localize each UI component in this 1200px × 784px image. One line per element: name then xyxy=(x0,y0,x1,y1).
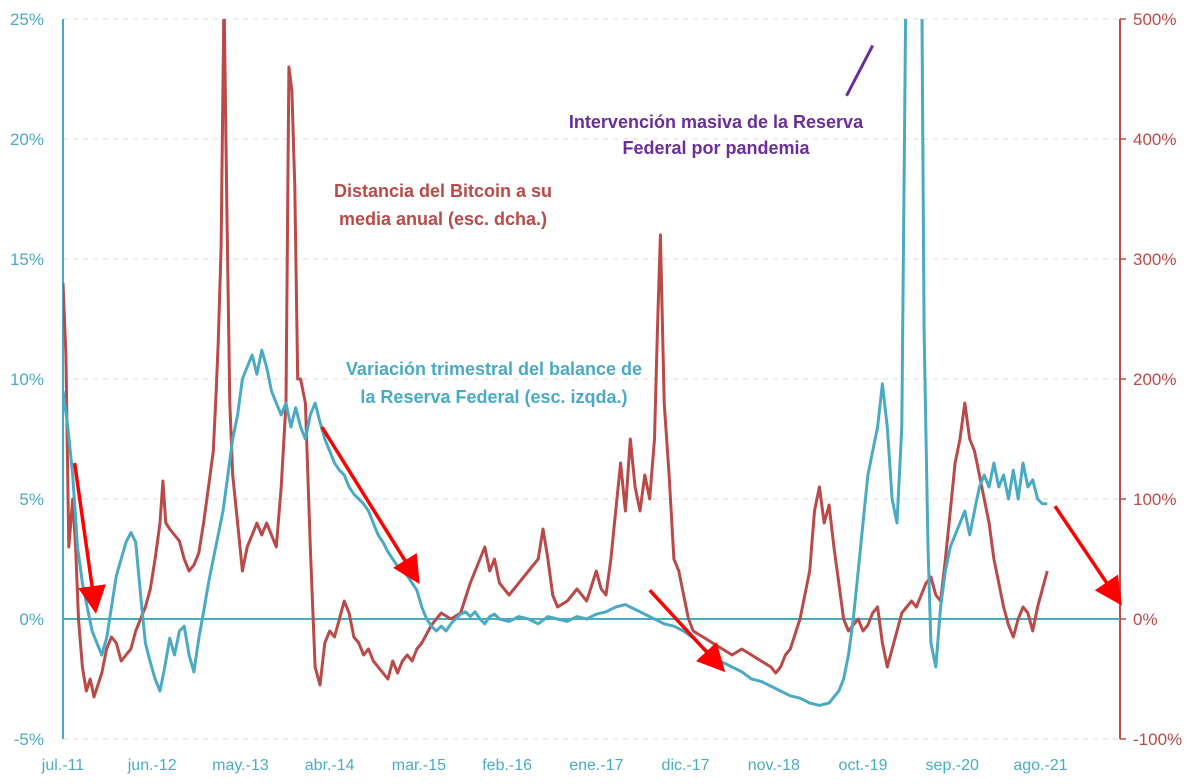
right-tick-label: 0% xyxy=(1133,610,1158,629)
x-tick-label: may.-13 xyxy=(212,757,269,774)
fed-series-label-line1: Variación trimestral del balance de xyxy=(346,359,642,379)
fed-balance-line xyxy=(63,19,1048,707)
pandemic-label-line2: Federal por pandemia xyxy=(622,138,810,158)
x-tick-label: feb.-16 xyxy=(482,757,532,774)
trend-arrow xyxy=(72,462,106,614)
trend-arrow xyxy=(648,589,726,673)
tick-labels: -5% 0% 5% 10% 15% 20% 25% -100% 0% 100% 200% 300% 40… xyxy=(10,10,1182,774)
right-tick-label: 500% xyxy=(1133,10,1176,29)
right-tick-label: 400% xyxy=(1133,130,1176,149)
x-tick-label: ago.-21 xyxy=(1013,757,1067,774)
trend-arrow xyxy=(320,426,420,585)
left-tick-label: 0% xyxy=(19,610,44,629)
x-tick-label: sep.-20 xyxy=(926,757,979,774)
btc-series-label-line1: Distancia del Bitcoin a su xyxy=(334,181,552,201)
right-tick-label: 300% xyxy=(1133,250,1176,269)
left-tick-label: 15% xyxy=(10,250,44,269)
x-tick-label: oct.-19 xyxy=(839,757,888,774)
series-lines xyxy=(63,19,1049,707)
right-tick-label: -100% xyxy=(1133,730,1182,749)
trend-arrow xyxy=(1053,505,1122,606)
left-tick-label: 25% xyxy=(10,10,44,29)
axes xyxy=(62,18,1126,740)
x-tick-label: nov.-18 xyxy=(748,757,800,774)
right-tick-label: 100% xyxy=(1133,490,1176,509)
bitcoin-distance-line xyxy=(63,19,1049,699)
x-tick-label: abr.-14 xyxy=(305,757,355,774)
x-tick-label: mar.-15 xyxy=(392,757,446,774)
left-tick-label: -5% xyxy=(14,730,44,749)
gridlines xyxy=(63,18,1120,740)
x-tick-label: jun.-12 xyxy=(127,757,177,774)
annotations: Distancia del Bitcoin a su media anual (… xyxy=(334,112,864,407)
x-tick-label: dic.-17 xyxy=(662,757,710,774)
pandemic-label-line1: Intervención masiva de la Reserva xyxy=(569,112,864,132)
x-tick-label: ene.-17 xyxy=(569,757,623,774)
btc-series-label-line2: media anual (esc. dcha.) xyxy=(339,209,547,229)
right-tick-label: 200% xyxy=(1133,370,1176,389)
trend-arrows xyxy=(72,44,1122,673)
fed-series-label-line2: la Reserva Federal (esc. izqda.) xyxy=(360,387,627,407)
left-tick-label: 20% xyxy=(10,130,44,149)
x-tick-label: jul.-11 xyxy=(41,757,84,774)
left-tick-label: 5% xyxy=(19,490,44,509)
pandemic-pointer-line xyxy=(845,44,875,97)
left-tick-label: 10% xyxy=(10,370,44,389)
